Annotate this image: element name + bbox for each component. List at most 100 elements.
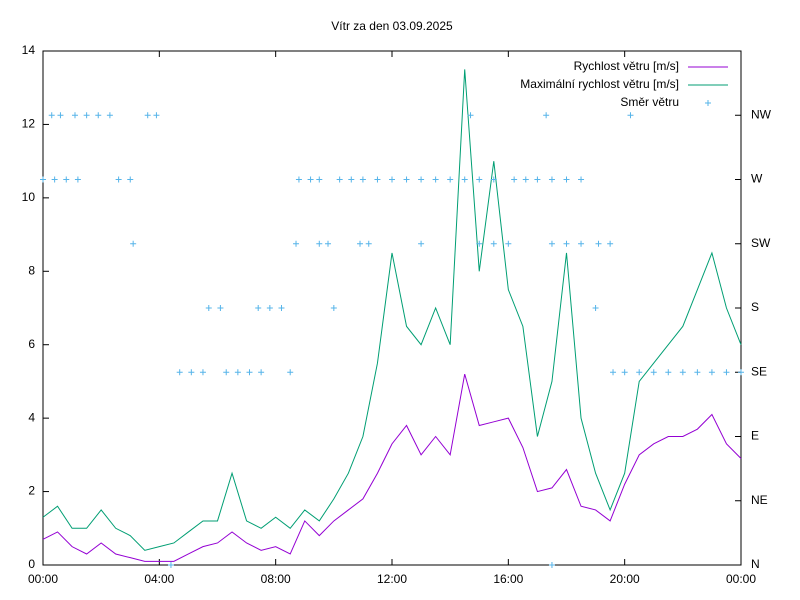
direction-point [106,112,113,119]
direction-point [246,369,253,376]
y2-tick-label: NW [751,107,772,121]
y2-tick-label: S [751,300,759,314]
direction-point [316,240,323,247]
direction-point [365,240,372,247]
direction-point [293,240,300,247]
legend-symbol [705,100,711,106]
direction-point [205,305,212,311]
direction-point [336,176,343,183]
direction-point [403,176,410,183]
direction-point [610,369,617,376]
direction-point [563,240,570,247]
direction-point [71,112,78,119]
direction-point [278,305,285,311]
direction-point [188,369,195,376]
direction-point [534,176,541,183]
direction-point [295,176,302,183]
direction-point [83,112,90,119]
direction-point [595,240,602,247]
direction-point [708,369,715,376]
direction-point [255,305,262,311]
direction-point [374,176,381,183]
direction-point [330,305,337,311]
direction-point [95,112,102,119]
direction-point [348,176,355,183]
direction-point [738,369,744,376]
x-tick-label: 04:00 [144,572,174,586]
direction-point [234,369,241,376]
direction-point [432,176,439,183]
direction-point [505,240,512,247]
x-tick-label: 20:00 [610,572,640,586]
direction-point [461,176,468,183]
y-tick-label: 8 [28,263,35,277]
direction-point [258,369,265,376]
x-tick-label: 08:00 [261,572,291,586]
direction-point [467,112,474,119]
y-tick-label: 2 [28,484,35,498]
direction-point [40,176,46,183]
direction-point [636,369,643,376]
direction-point [51,176,58,183]
y-tick-label: 14 [22,43,36,57]
direction-point [57,112,64,119]
direction-point [316,176,323,183]
x-tick-label: 12:00 [377,572,407,586]
chart-title: Vítr za den 03.09.2025 [331,19,453,33]
direction-point [592,305,599,311]
x-tick-label: 16:00 [493,572,523,586]
direction-point [578,240,585,247]
direction-point [418,240,425,247]
direction-point [665,369,672,376]
direction-point [266,305,273,311]
direction-point [522,176,529,183]
direction-point [115,176,122,183]
x-tick-label: 00:00 [28,572,58,586]
y2-tick-label: NE [751,493,768,507]
y-tick-label: 4 [28,410,35,424]
y2-tick-label: E [751,429,759,443]
direction-point [548,176,555,183]
direction-point [63,176,70,183]
direction-point [548,240,555,247]
line-series [42,69,742,551]
direction-point [548,562,555,568]
direction-point [359,176,366,183]
y2-tick-label: W [751,172,763,186]
direction-point [217,305,224,311]
direction-point [199,369,206,376]
direction-point [307,176,314,183]
direction-point [476,240,483,247]
direction-point [511,176,518,183]
direction-point [144,112,151,119]
direction-point [694,369,701,376]
direction-point [418,176,425,183]
direction-point [476,176,483,183]
direction-point [650,369,657,376]
direction-point [74,176,81,183]
direction-point [287,369,294,376]
direction-point [447,176,454,183]
direction-point [563,176,570,183]
direction-point [490,176,497,183]
legend-label: Rychlost větru [m/s] [574,59,679,73]
direction-point [543,112,550,119]
direction-point [490,240,497,247]
direction-point [578,176,585,183]
direction-point [357,240,364,247]
line-series [42,373,742,562]
direction-point [223,369,230,376]
y-tick-label: 0 [28,557,35,571]
legend-label: Směr větru [620,95,679,109]
direction-point [723,369,730,376]
legend-label: Maximální rychlost větru [m/s] [520,77,679,91]
direction-point [127,176,134,183]
direction-point [325,240,332,247]
direction-point [627,112,634,119]
direction-point [167,562,174,568]
y-tick-label: 6 [28,337,35,351]
direction-point [48,112,55,119]
y-tick-label: 12 [22,117,36,131]
